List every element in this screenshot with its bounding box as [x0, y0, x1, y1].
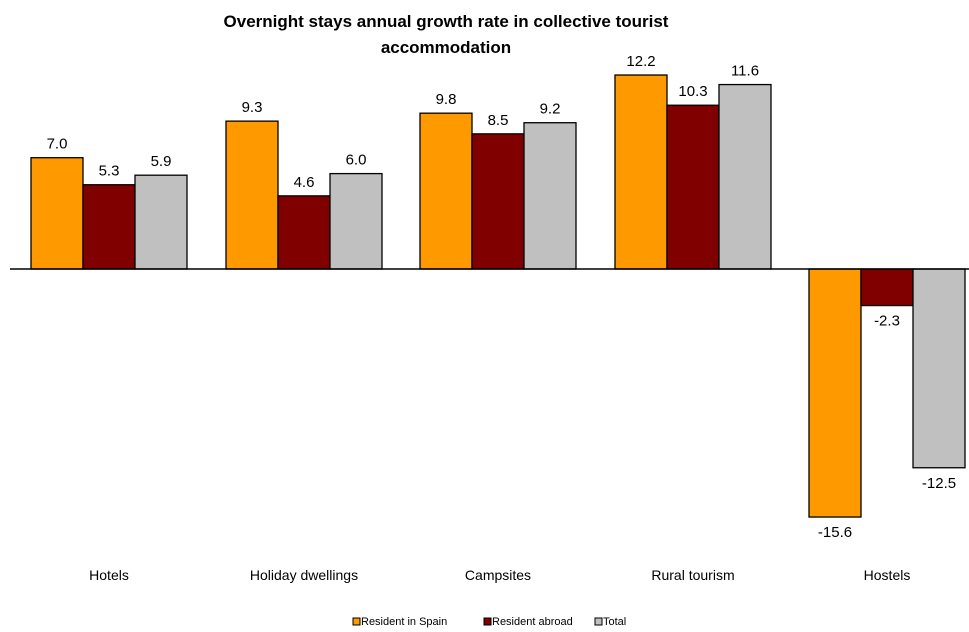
legend-label-resident-abroad: Resident abroad — [492, 616, 573, 628]
category-label-hostels: Hostels — [864, 567, 911, 583]
bar-campsites-total — [523, 122, 577, 270]
category-labels-layer: Hotels Holiday dwellings Campsites Rural to… — [89, 567, 910, 583]
legend: Resident in Spain Resident abroad Total — [352, 616, 626, 628]
data-label-campsites-resident-in-spain: 9.8 — [436, 91, 457, 108]
bar-hotels-resident-in-spain — [30, 157, 84, 270]
legend-label-resident-in-spain: Resident in Spain — [361, 616, 447, 628]
bar-hostels-resident-abroad — [860, 268, 914, 307]
data-label-hotels-resident-in-spain: 7.0 — [47, 136, 68, 153]
bar-rural-tourism-total — [718, 83, 772, 270]
bars-layer — [30, 74, 966, 518]
data-label-hotels-total: 5.9 — [151, 153, 172, 170]
bar-rural-tourism-resident-abroad — [666, 104, 720, 270]
data-label-hotels-resident-abroad: 5.3 — [99, 163, 120, 180]
category-label-campsites: Campsites — [465, 567, 531, 583]
category-label-holiday-dwellings: Holiday dwellings — [250, 567, 358, 583]
bar-holiday-dwellings-resident-abroad — [277, 195, 331, 270]
data-label-rural-tourism-resident-abroad: 10.3 — [678, 83, 707, 100]
legend-swatch-resident-in-spain — [352, 617, 361, 626]
chart-title-line-1: Overnight stays annual growth rate in co… — [224, 12, 669, 31]
bar-campsites-resident-abroad — [471, 133, 525, 270]
data-label-hostels-resident-abroad: -2.3 — [874, 313, 900, 330]
bar-hostels-resident-in-spain — [808, 268, 862, 518]
data-label-campsites-resident-abroad: 8.5 — [488, 112, 509, 129]
bar-holiday-dwellings-total — [329, 172, 383, 270]
legend-swatch-resident-abroad — [483, 617, 492, 626]
bar-rural-tourism-resident-in-spain — [614, 74, 668, 270]
bar-hostels-total — [912, 268, 966, 469]
data-label-hostels-resident-in-spain: -15.6 — [818, 524, 852, 541]
legend-label-total: Total — [603, 616, 626, 628]
data-label-rural-tourism-total: 11.6 — [731, 63, 759, 80]
bar-holiday-dwellings-resident-in-spain — [225, 120, 279, 270]
bar-hotels-resident-abroad — [82, 184, 136, 270]
data-labels-layer: 7.0 5.3 5.9 9.3 4.6 6.0 9.8 8.5 9.2 12.2 10.3 11.6 -… — [47, 53, 957, 541]
category-label-rural-tourism: Rural tourism — [651, 567, 734, 583]
category-label-hotels: Hotels — [89, 567, 129, 583]
chart-title-line-2: accommodation — [381, 38, 511, 57]
data-label-rural-tourism-resident-in-spain: 12.2 — [626, 53, 655, 70]
data-label-holiday-dwellings-resident-abroad: 4.6 — [294, 174, 315, 191]
data-label-campsites-total: 9.2 — [540, 101, 561, 118]
legend-swatch-total — [594, 617, 603, 626]
data-label-holiday-dwellings-total: 6.0 — [346, 152, 367, 169]
bar-hotels-total — [134, 174, 188, 270]
data-label-holiday-dwellings-resident-in-spain: 9.3 — [242, 99, 263, 116]
bar-campsites-resident-in-spain — [419, 112, 473, 270]
data-label-hostels-total: -12.5 — [922, 475, 956, 492]
